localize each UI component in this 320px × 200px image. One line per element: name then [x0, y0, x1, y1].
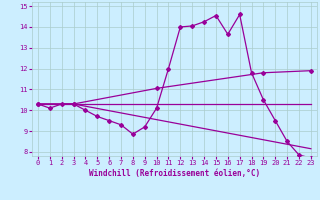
- X-axis label: Windchill (Refroidissement éolien,°C): Windchill (Refroidissement éolien,°C): [89, 169, 260, 178]
